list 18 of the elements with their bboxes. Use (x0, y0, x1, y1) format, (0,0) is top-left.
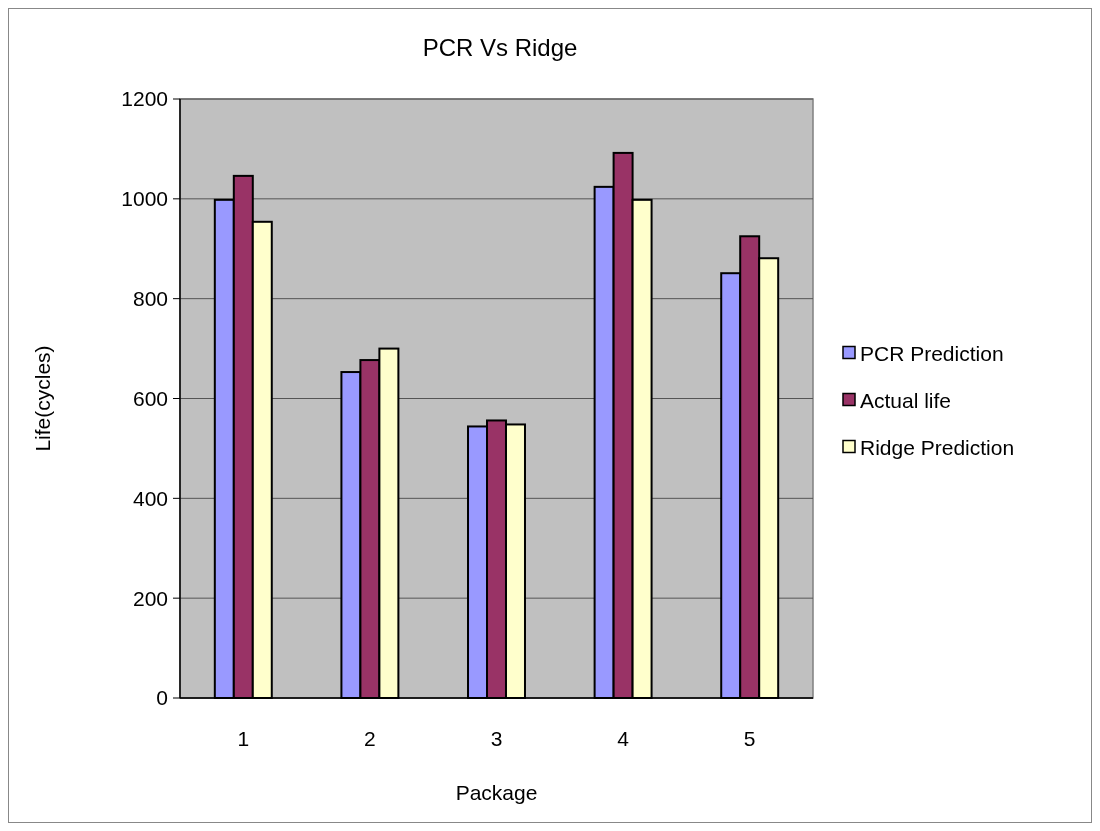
legend-label: Actual life (860, 388, 952, 412)
x-axis-title: Package (455, 781, 538, 804)
y-tick-label: 1000 (121, 187, 168, 211)
y-tick-label: 200 (132, 586, 168, 610)
y-tick-label: 1200 (121, 87, 168, 111)
legend-label: Ridge Prediction (860, 435, 1015, 459)
y-tick-label: 600 (132, 386, 168, 410)
x-tick-label: 5 (743, 727, 756, 750)
x-tick-label: 4 (617, 727, 630, 750)
y-tick-label: 0 (156, 686, 168, 710)
legend-label: PCR Prediction (860, 341, 1004, 365)
x-tick-label: 1 (237, 727, 250, 750)
x-tick-label: 2 (364, 727, 376, 750)
x-tick-label: 3 (490, 727, 503, 750)
y-tick-label: 400 (132, 486, 168, 510)
y-tick-label: 800 (132, 287, 168, 311)
y-axis-title: Life(cycles) (31, 345, 54, 452)
chart-title: PCR Vs Ridge (422, 34, 578, 61)
